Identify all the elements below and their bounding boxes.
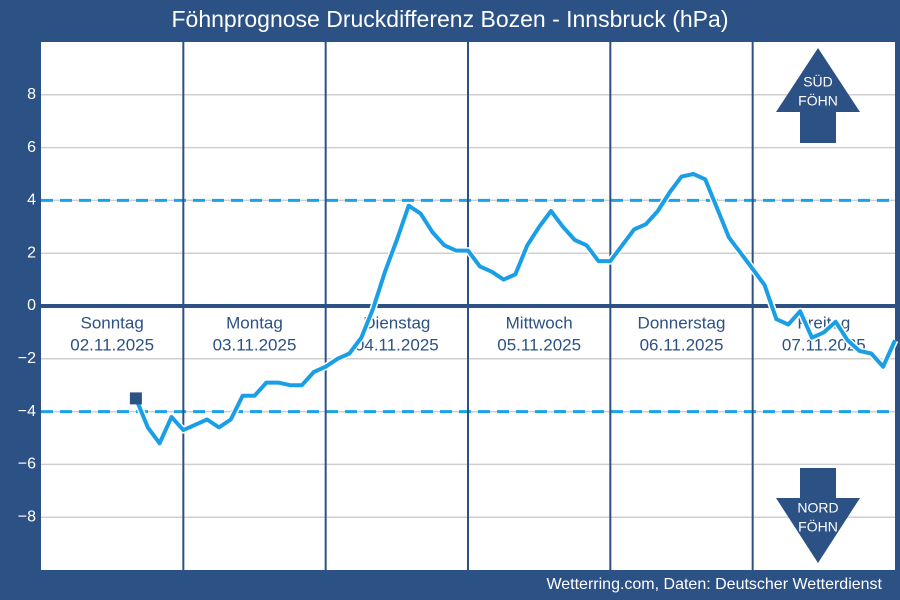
arrow-up xyxy=(776,48,860,143)
arrow-label: NORD xyxy=(797,500,838,516)
day-name: Montag xyxy=(226,313,283,332)
y-tick-label: 8 xyxy=(27,86,36,103)
arrow-down xyxy=(776,468,860,563)
y-tick-label: 6 xyxy=(27,139,36,156)
start-marker xyxy=(129,392,142,405)
chart-title: Föhnprognose Druckdifferenz Bozen - Inns… xyxy=(172,6,729,32)
day-name: Dienstag xyxy=(363,313,430,332)
day-name: Sonntag xyxy=(80,313,143,332)
arrow-label: SÜD xyxy=(803,73,833,90)
y-tick-label: −8 xyxy=(18,508,36,525)
day-name: Mittwoch xyxy=(506,313,573,332)
arrow-label: FÖHN xyxy=(798,518,838,535)
y-tick-label: 0 xyxy=(27,297,36,314)
y-tick-label: −2 xyxy=(18,350,36,367)
y-tick-label: −6 xyxy=(18,456,36,473)
day-date: 06.11.2025 xyxy=(640,335,724,354)
arrow-label: FÖHN xyxy=(798,92,838,109)
day-date: 05.11.2025 xyxy=(497,335,581,354)
day-date: 02.11.2025 xyxy=(70,335,154,354)
day-date: 03.11.2025 xyxy=(213,335,297,354)
data-line xyxy=(134,172,897,446)
y-tick-label: 2 xyxy=(27,244,36,261)
day-date: 04.11.2025 xyxy=(355,335,439,354)
y-tick-label: −4 xyxy=(18,403,36,420)
source: Wetterring.com, Daten: Deutscher Wetterd… xyxy=(546,576,882,593)
y-tick-label: 4 xyxy=(27,192,36,209)
day-name: Donnerstag xyxy=(638,313,726,332)
